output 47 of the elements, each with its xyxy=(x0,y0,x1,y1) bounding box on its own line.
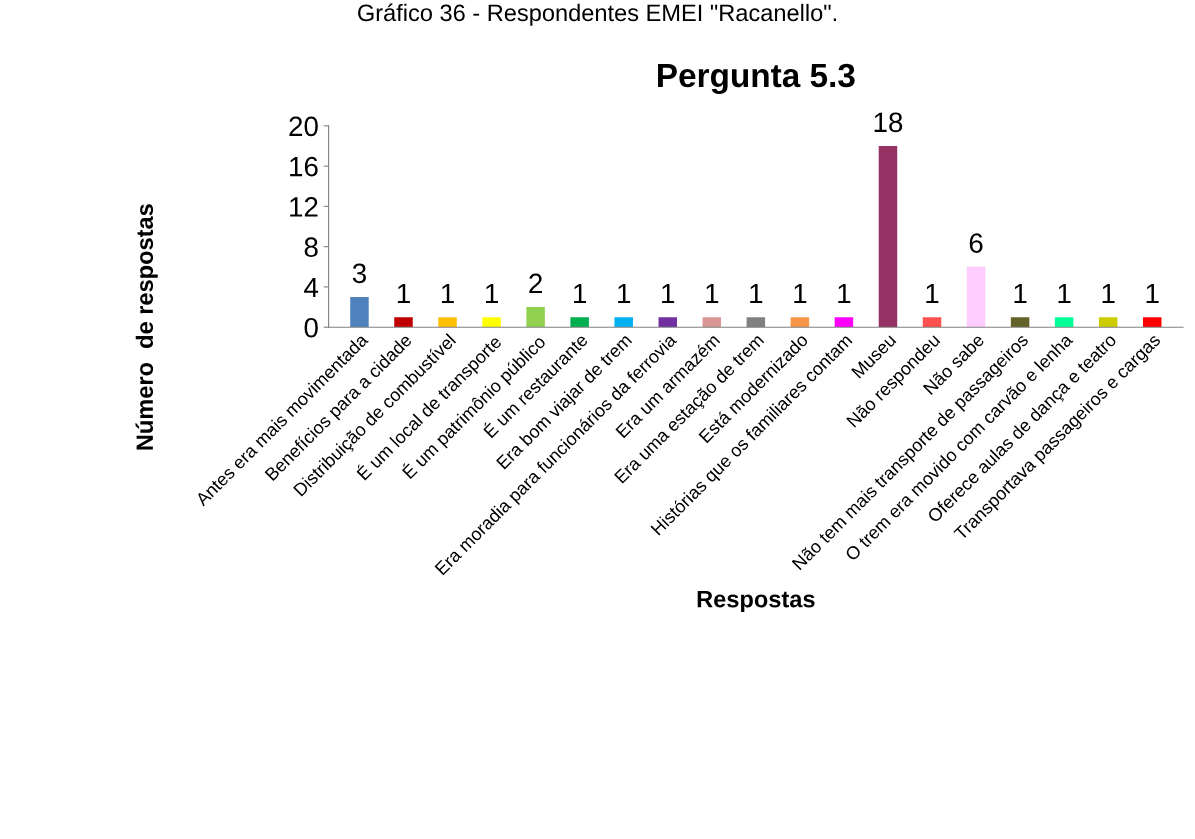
data-label: 1 xyxy=(926,283,939,304)
bar xyxy=(834,317,854,328)
bar xyxy=(922,317,942,328)
bar xyxy=(1054,317,1074,328)
bar xyxy=(526,307,545,328)
data-label: 1 xyxy=(1102,283,1115,304)
bar xyxy=(438,317,457,328)
data-label: 3 xyxy=(352,263,366,284)
bar xyxy=(350,297,369,328)
data-label: 1 xyxy=(750,283,763,304)
data-label: 18 xyxy=(874,112,903,133)
bar xyxy=(702,317,722,328)
bar xyxy=(878,145,898,328)
bar xyxy=(614,317,633,328)
bar xyxy=(1010,317,1030,328)
data-label: 1 xyxy=(485,283,498,304)
data-label: 1 xyxy=(838,283,851,304)
data-label: 1 xyxy=(618,283,631,304)
bar xyxy=(570,317,589,328)
data-label: 1 xyxy=(706,283,719,304)
y-tick-label: 8 xyxy=(304,237,318,257)
bar xyxy=(966,266,986,328)
data-label: 1 xyxy=(1146,283,1159,304)
bar xyxy=(482,317,501,328)
text: Gráfico 36 - Respondentes EMEI "Racanello". xyxy=(358,3,837,26)
data-label: 1 xyxy=(574,283,587,304)
y-tick-label: 4 xyxy=(304,277,319,297)
data-label: 1 xyxy=(397,283,410,304)
y-tick-label: 0 xyxy=(304,317,318,338)
bar xyxy=(1098,317,1118,328)
bar xyxy=(394,317,413,328)
bar xyxy=(1142,317,1162,328)
y-tick-label: 20 xyxy=(289,116,318,137)
data-label: 1 xyxy=(441,283,454,304)
y-tick-label: 16 xyxy=(290,156,318,177)
data-label: 1 xyxy=(794,283,807,304)
data-label: 2 xyxy=(529,273,542,293)
data-label: 6 xyxy=(969,233,983,253)
data-label: 1 xyxy=(1058,283,1071,304)
y-tick-label: 12 xyxy=(290,197,318,217)
x-axis-title: Respostas xyxy=(697,590,815,613)
data-label: 1 xyxy=(1014,283,1027,304)
data-label: 1 xyxy=(662,283,675,304)
chart-title: Pergunta 5.3 xyxy=(658,63,855,95)
bar xyxy=(658,317,677,328)
y-axis-title: Número de respostas xyxy=(135,204,158,450)
bar xyxy=(790,317,810,328)
